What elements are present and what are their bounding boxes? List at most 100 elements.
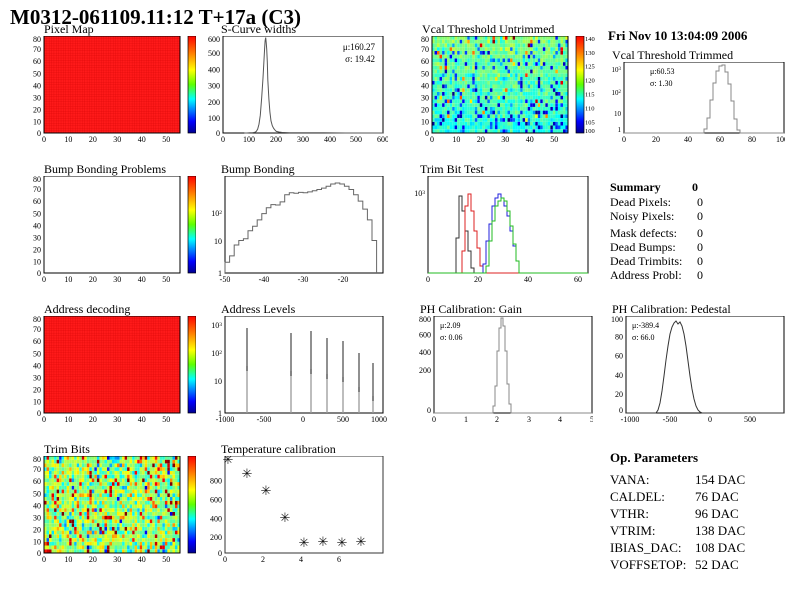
svg-text:40: 40: [524, 275, 532, 284]
svg-text:20: 20: [474, 275, 482, 284]
svg-text:0: 0: [619, 406, 623, 415]
svg-text:400: 400: [419, 348, 431, 357]
svg-text:100: 100: [243, 135, 255, 144]
svg-text:105: 105: [585, 119, 595, 126]
svg-text:60: 60: [421, 57, 429, 66]
svg-text:3: 3: [527, 415, 531, 424]
svg-text:40: 40: [138, 555, 146, 564]
svg-text:0: 0: [216, 129, 220, 138]
svg-text:0: 0: [430, 135, 434, 144]
svg-text:30: 30: [113, 135, 121, 144]
svg-text:140: 140: [585, 36, 595, 43]
svg-text:60: 60: [574, 275, 582, 284]
svg-text:50: 50: [33, 209, 41, 218]
svg-text:μ:160.27: μ:160.27: [343, 42, 376, 52]
svg-text:80: 80: [33, 36, 41, 44]
svg-text:103: 103: [414, 189, 425, 198]
svg-text:1: 1: [464, 415, 468, 424]
svg-text:30: 30: [421, 94, 429, 103]
svg-text:20: 20: [89, 415, 97, 424]
svg-text:0: 0: [218, 549, 222, 558]
svg-text:102: 102: [211, 209, 222, 218]
svg-text:102: 102: [612, 89, 622, 97]
svg-text:0: 0: [223, 555, 227, 564]
svg-text:50: 50: [162, 415, 170, 424]
svg-text:0: 0: [42, 135, 46, 144]
svg-text:800: 800: [419, 316, 431, 324]
svg-text:70: 70: [33, 325, 41, 334]
svg-text:40: 40: [33, 221, 41, 230]
svg-text:500: 500: [350, 135, 362, 144]
svg-text:200: 200: [210, 533, 222, 542]
svg-text:200: 200: [419, 366, 431, 375]
svg-text:10: 10: [64, 135, 72, 144]
svg-text:-30: -30: [298, 275, 309, 284]
svg-text:10: 10: [214, 237, 222, 246]
svg-text:50: 50: [162, 555, 170, 564]
svg-text:80: 80: [421, 36, 429, 44]
svg-text:-500: -500: [257, 415, 272, 424]
svg-text:6: 6: [337, 555, 341, 564]
svg-text:110: 110: [585, 105, 595, 112]
svg-text:115: 115: [585, 92, 595, 99]
svg-text:0: 0: [42, 415, 46, 424]
svg-text:40: 40: [33, 81, 41, 90]
svg-text:0: 0: [37, 549, 41, 558]
svg-text:10: 10: [64, 275, 72, 284]
svg-text:σ: 0.06: σ: 0.06: [440, 333, 463, 342]
svg-text:10: 10: [64, 415, 72, 424]
svg-text:✳: ✳: [299, 535, 310, 550]
svg-text:1: 1: [618, 126, 622, 134]
svg-text:0: 0: [708, 415, 712, 424]
svg-text:40: 40: [615, 371, 623, 380]
svg-text:80: 80: [33, 456, 41, 464]
svg-text:600: 600: [419, 331, 431, 340]
svg-text:60: 60: [615, 352, 623, 361]
svg-text:80: 80: [33, 176, 41, 184]
svg-text:10: 10: [421, 118, 429, 127]
svg-text:μ:60.53: μ:60.53: [650, 67, 675, 76]
svg-text:μ:-389.4: μ:-389.4: [632, 321, 659, 330]
svg-text:20: 20: [33, 246, 41, 255]
svg-text:0: 0: [37, 129, 41, 138]
svg-text:600: 600: [208, 36, 220, 44]
svg-text:800: 800: [210, 477, 222, 486]
svg-text:μ:2.09: μ:2.09: [440, 321, 461, 330]
svg-text:100: 100: [776, 135, 785, 144]
svg-text:50: 50: [33, 349, 41, 358]
svg-text:40: 40: [138, 135, 146, 144]
svg-text:✳: ✳: [356, 534, 367, 549]
svg-text:0: 0: [426, 275, 430, 284]
svg-text:10: 10: [64, 555, 72, 564]
svg-text:30: 30: [113, 555, 121, 564]
svg-text:4: 4: [558, 415, 562, 424]
svg-text:20: 20: [33, 526, 41, 535]
svg-text:0: 0: [427, 406, 431, 415]
svg-text:70: 70: [33, 45, 41, 54]
svg-text:1000: 1000: [371, 415, 387, 424]
svg-text:0: 0: [42, 555, 46, 564]
svg-text:103: 103: [211, 321, 222, 330]
svg-text:600: 600: [210, 496, 222, 505]
svg-text:400: 400: [210, 514, 222, 523]
svg-text:30: 30: [113, 275, 121, 284]
svg-text:4: 4: [299, 555, 303, 564]
svg-text:50: 50: [33, 69, 41, 78]
svg-text:✳: ✳: [280, 510, 291, 525]
svg-text:10: 10: [33, 538, 41, 547]
svg-text:-20: -20: [338, 275, 349, 284]
svg-text:0: 0: [221, 135, 225, 144]
svg-text:30: 30: [501, 135, 509, 144]
svg-text:300: 300: [208, 82, 220, 91]
svg-text:102: 102: [211, 349, 222, 358]
svg-text:30: 30: [33, 234, 41, 243]
svg-text:-50: -50: [220, 275, 231, 284]
svg-text:600: 600: [377, 135, 388, 144]
svg-text:125: 125: [585, 64, 595, 71]
svg-text:40: 40: [33, 501, 41, 510]
svg-text:10: 10: [33, 258, 41, 267]
svg-text:10: 10: [33, 398, 41, 407]
svg-text:40: 40: [526, 135, 534, 144]
svg-text:20: 20: [33, 386, 41, 395]
svg-text:60: 60: [716, 135, 724, 144]
